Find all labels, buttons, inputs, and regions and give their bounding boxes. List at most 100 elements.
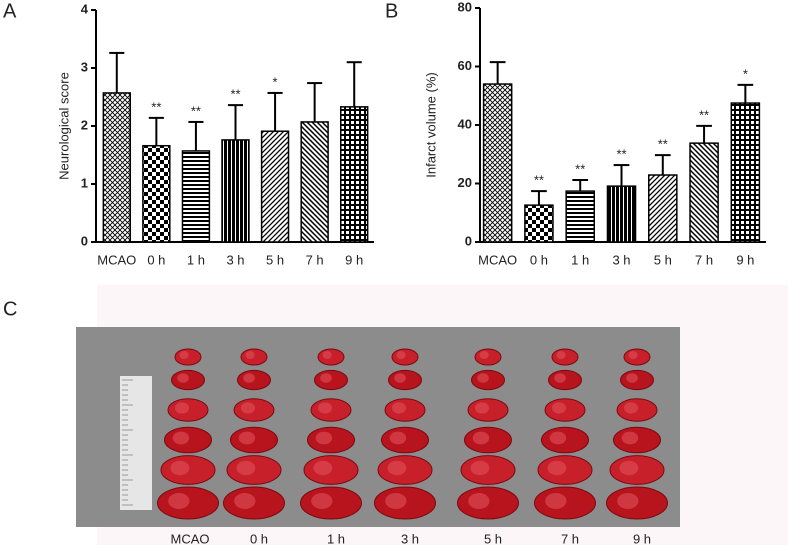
x-tick-label: 0 h	[147, 252, 165, 267]
slice-highlight	[556, 351, 566, 359]
y-axis-label: Neurological score	[56, 72, 71, 180]
slice-highlight	[479, 351, 489, 359]
column-label: MCAO	[171, 531, 210, 545]
slice-highlight	[318, 402, 332, 414]
slice-highlight	[179, 351, 189, 359]
x-tick-label: 9 h	[736, 252, 754, 267]
significance-label: *	[743, 66, 748, 81]
bar	[181, 150, 211, 243]
slice-highlight	[168, 493, 190, 509]
significance-label: **	[616, 147, 626, 162]
y-tick-label: 60	[458, 58, 472, 73]
slice-highlight	[617, 493, 639, 509]
column-label: 9 h	[633, 531, 651, 545]
slice-highlight	[468, 493, 490, 509]
slice-highlight	[396, 351, 406, 359]
x-tick-label: 3 h	[226, 252, 244, 267]
slice-highlight	[245, 351, 255, 359]
x-tick-label: 0 h	[530, 252, 548, 267]
slice-highlight	[177, 373, 189, 383]
bar	[606, 185, 637, 243]
column-label: 3 h	[401, 531, 419, 545]
x-tick-label: 5 h	[654, 252, 672, 267]
slice-highlight	[238, 431, 256, 445]
slice-highlight	[322, 351, 332, 359]
slice-highlight	[626, 373, 638, 383]
y-tick-label: 2	[81, 117, 88, 132]
bar	[102, 92, 131, 243]
bar	[565, 190, 596, 243]
y-axis-label: Infarct volume (%)	[423, 72, 438, 177]
y-tick-label: 1	[81, 175, 88, 190]
y-tick-label: 20	[458, 175, 472, 190]
column-label: 0 h	[250, 531, 268, 545]
brain-slices	[122, 348, 668, 520]
slice-highlight	[619, 460, 639, 476]
slice-highlight	[243, 373, 255, 383]
panel-label: A	[3, 0, 17, 22]
slice-highlight	[389, 431, 407, 445]
y-tick-label: 3	[81, 59, 88, 74]
bar	[142, 144, 171, 243]
slice-highlight	[624, 402, 638, 414]
slice-highlight	[241, 402, 255, 414]
significance-label: **	[534, 173, 544, 188]
x-tick-label: 9 h	[345, 252, 363, 267]
bar	[221, 139, 250, 243]
bar	[730, 102, 761, 243]
x-tick-label: 1 h	[571, 252, 589, 267]
y-tick-label: 0	[465, 233, 472, 248]
x-tick-label: MCAO	[97, 252, 136, 267]
x-tick-label: 5 h	[266, 252, 284, 267]
slice-highlight	[385, 493, 407, 509]
x-tick-label: 7 h	[306, 252, 324, 267]
slice-highlight	[315, 431, 333, 445]
x-tick-label: 3 h	[612, 252, 630, 267]
bar	[260, 130, 290, 243]
y-tick-label: 0	[81, 233, 88, 248]
slice-highlight	[628, 351, 638, 359]
slice-highlight	[313, 460, 333, 476]
slice-highlight	[547, 460, 567, 476]
significance-label: **	[191, 103, 201, 118]
slice-highlight	[234, 493, 256, 509]
panel-label: B	[385, 0, 398, 22]
slice-highlight	[554, 373, 566, 383]
slice-highlight	[545, 493, 567, 509]
bar	[482, 83, 513, 243]
slice-highlight	[175, 402, 189, 414]
column-label: 7 h	[561, 531, 579, 545]
slice-highlight	[549, 431, 567, 445]
slice-highlight	[170, 460, 190, 476]
y-tick-label: 80	[458, 0, 472, 14]
significance-label: **	[575, 161, 585, 176]
slice-highlight	[477, 373, 489, 383]
column-label: 1 h	[327, 531, 345, 545]
bar	[647, 174, 678, 243]
slice-highlight	[394, 373, 406, 383]
bar	[689, 142, 719, 243]
column-label: 5 h	[484, 531, 502, 545]
slice-highlight	[172, 431, 190, 445]
bar	[524, 204, 554, 243]
y-tick-label: 4	[81, 1, 89, 16]
slice-highlight	[552, 402, 566, 414]
slice-highlight	[475, 402, 489, 414]
slice-highlight	[320, 373, 332, 383]
significance-label: **	[151, 99, 161, 114]
x-tick-label: 7 h	[695, 252, 713, 267]
slice-highlight	[392, 402, 406, 414]
significance-label: **	[230, 87, 240, 102]
significance-label: **	[658, 137, 668, 152]
x-tick-label: 1 h	[187, 252, 205, 267]
significance-label: *	[273, 74, 278, 89]
significance-label: **	[699, 107, 709, 122]
bar	[300, 121, 329, 243]
panel-label: C	[3, 298, 17, 320]
slice-highlight	[470, 460, 490, 476]
ruler	[120, 376, 152, 510]
y-tick-label: 40	[458, 116, 472, 131]
slice-highlight	[472, 431, 490, 445]
slice-highlight	[387, 460, 407, 476]
